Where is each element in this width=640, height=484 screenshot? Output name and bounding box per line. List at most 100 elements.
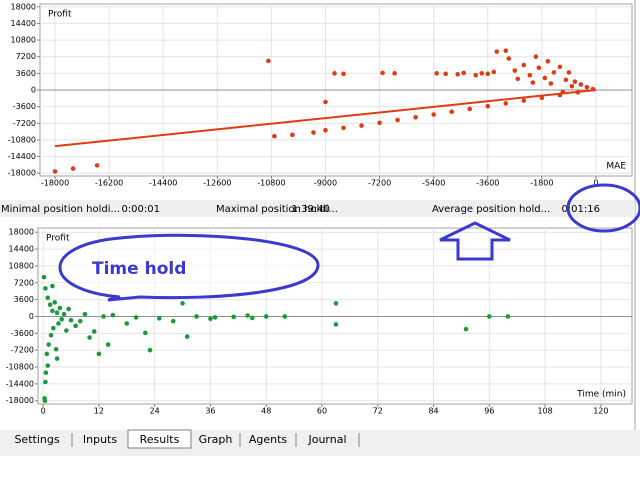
- y-tick-label: 14400: [11, 19, 36, 28]
- data-point: [487, 314, 492, 319]
- tab[interactable]: Graph: [199, 433, 233, 446]
- data-point: [533, 54, 539, 60]
- data-point: [124, 321, 130, 326]
- data-point: [455, 71, 461, 77]
- data-point: [61, 311, 67, 317]
- y-tick-label: 14400: [9, 245, 34, 254]
- y-axis-label: Profit: [48, 10, 72, 20]
- data-point: [443, 71, 448, 77]
- callout-text: Time hold: [92, 259, 186, 279]
- data-point: [473, 72, 479, 78]
- fit-line: [54, 89, 597, 148]
- y-tick-label: -10800: [6, 363, 34, 372]
- data-point: [51, 325, 56, 331]
- data-point: [94, 163, 100, 168]
- data-point: [43, 379, 48, 385]
- data-point: [184, 334, 190, 339]
- tab-bar: [0, 430, 640, 456]
- y-tick-label: -7200: [11, 346, 34, 355]
- data-point: [380, 70, 385, 76]
- data-point: [485, 71, 491, 77]
- y-tick-label: 7200: [14, 278, 34, 287]
- x-tick-label: 120: [593, 407, 608, 416]
- x-tick-label: -10800: [257, 179, 285, 188]
- x-tick-label: 108: [537, 407, 552, 416]
- arrow-up: [439, 221, 511, 261]
- y-tick-label: 3600: [16, 69, 36, 78]
- data-point: [290, 132, 295, 138]
- data-point: [527, 72, 533, 78]
- x-tick-label: 36: [205, 407, 215, 416]
- data-point: [263, 314, 269, 319]
- data-point: [506, 56, 512, 61]
- data-point: [73, 323, 78, 329]
- data-point: [323, 127, 328, 133]
- data-point: [530, 80, 536, 85]
- x-tick-label: -3600: [476, 179, 499, 188]
- data-point: [133, 315, 139, 320]
- y-tick-label: 0: [31, 86, 36, 95]
- data-point: [590, 86, 596, 92]
- data-point: [463, 326, 469, 332]
- data-point: [515, 76, 521, 82]
- x-tick-label: -7200: [368, 179, 391, 188]
- tab[interactable]: Journal: [307, 433, 346, 446]
- data-point: [45, 295, 51, 301]
- data-point: [563, 77, 569, 83]
- data-point: [548, 81, 554, 86]
- data-point: [311, 130, 316, 135]
- tab[interactable]: Inputs: [83, 433, 117, 446]
- data-point: [101, 314, 106, 319]
- data-point: [539, 95, 545, 101]
- data-point: [41, 274, 47, 280]
- data-point: [521, 62, 527, 68]
- data-point: [87, 335, 92, 340]
- highlight-circle: [566, 183, 640, 233]
- stat-value: 0:01:16: [561, 204, 600, 215]
- tab[interactable]: Settings: [14, 433, 59, 446]
- y-tick-label: -7200: [13, 119, 36, 128]
- data-point: [467, 106, 473, 112]
- data-point: [52, 300, 58, 305]
- data-point: [212, 315, 218, 320]
- data-point: [194, 314, 199, 319]
- data-point: [359, 123, 364, 128]
- data-point: [449, 109, 454, 115]
- x-tick-label: 72: [373, 407, 383, 416]
- data-point: [505, 314, 511, 319]
- stat-value: 1:39:40: [291, 204, 330, 215]
- x-tick-label: -5400: [422, 179, 445, 188]
- x-tick-label: 84: [428, 407, 438, 416]
- y-tick-label: 3600: [14, 295, 34, 304]
- data-point: [332, 71, 337, 76]
- data-point: [333, 322, 339, 327]
- data-point: [70, 166, 76, 171]
- data-point: [333, 301, 339, 306]
- x-tick-label: -12600: [203, 179, 231, 188]
- data-point: [413, 114, 418, 120]
- data-point: [208, 316, 213, 322]
- data-point: [461, 70, 467, 76]
- tab[interactable]: Results: [140, 433, 180, 446]
- stat-value: 0:00:01: [121, 204, 160, 215]
- data-point: [431, 112, 436, 117]
- data-point: [434, 71, 439, 76]
- data-point: [584, 84, 590, 90]
- data-point: [392, 71, 397, 76]
- data-point: [50, 308, 55, 314]
- x-tick-label: 24: [150, 407, 160, 416]
- data-point: [147, 347, 153, 353]
- data-point: [180, 301, 185, 306]
- data-point: [521, 98, 527, 103]
- tab[interactable]: Agents: [249, 433, 288, 446]
- data-point: [43, 286, 48, 291]
- data-point: [560, 89, 566, 95]
- data-point: [91, 329, 97, 334]
- data-point: [59, 316, 65, 322]
- stat-label: Minimal position holdi...: [1, 204, 120, 215]
- data-point: [503, 48, 509, 53]
- data-point: [245, 313, 250, 318]
- data-point: [479, 71, 485, 76]
- y-axis-label: Profit: [46, 234, 70, 244]
- data-point: [96, 351, 102, 357]
